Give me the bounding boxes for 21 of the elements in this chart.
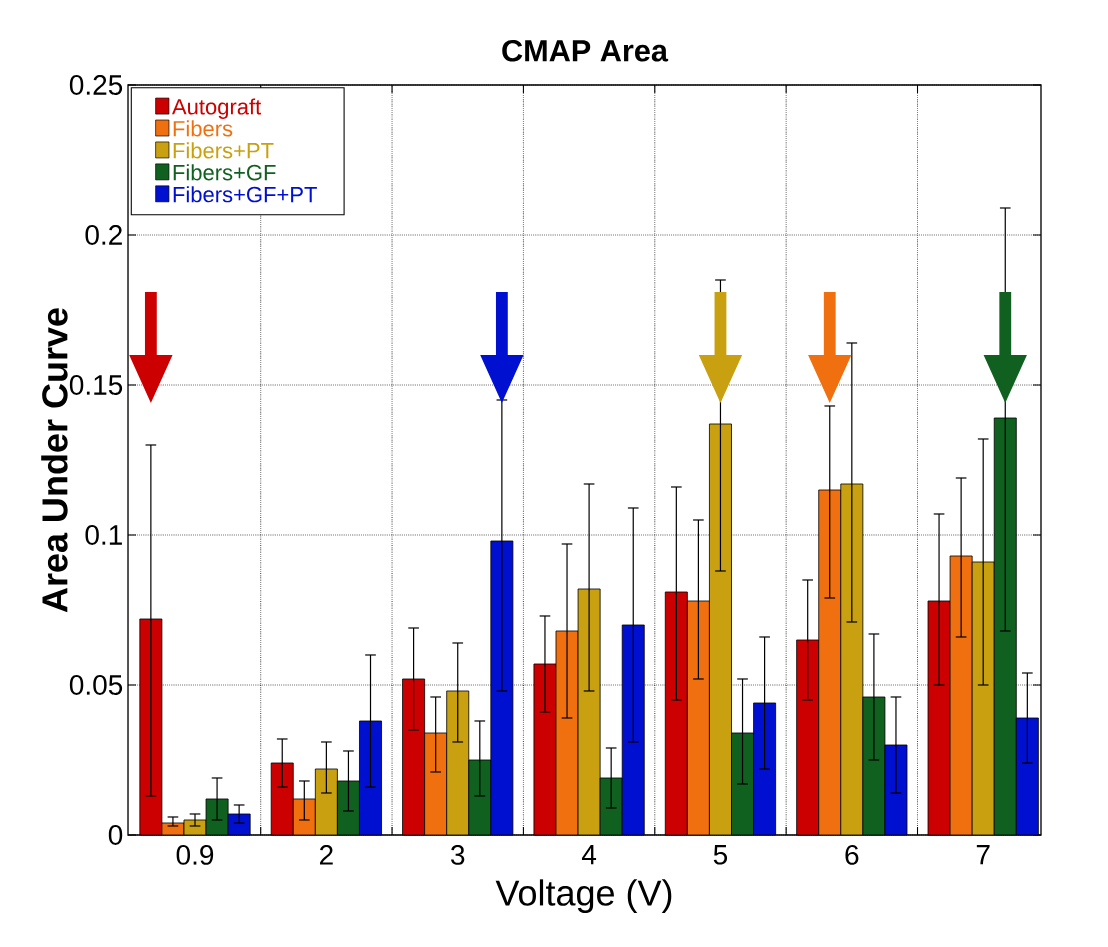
y-tick-label: 0.15: [69, 375, 123, 395]
x-axis-title: Voltage (V): [495, 879, 672, 913]
legend-label: Fibers+PT: [173, 142, 274, 159]
chart-title: CMAP Area: [502, 39, 669, 62]
y-tick-label: 0.05: [69, 675, 123, 695]
y-tick-label: 0.2: [85, 225, 122, 245]
y-axis-title: Area Under Curve: [41, 308, 68, 613]
legend-label: Fibers: [173, 120, 233, 137]
x-tick-label: 5: [713, 845, 728, 865]
x-tick-label: 0.9: [176, 845, 214, 865]
y-tick-label: 0: [108, 825, 123, 845]
legend-label: Autograft: [172, 98, 262, 119]
x-tick-label: 2: [319, 845, 333, 865]
y-tick-label: 0.25: [69, 75, 123, 95]
x-tick-label: 4: [581, 845, 597, 865]
x-tick-label: 7: [976, 845, 990, 865]
x-tick-label: 3: [451, 845, 465, 865]
x-tick-label: 6: [845, 845, 859, 865]
legend-label: Fibers+GF+PT: [173, 186, 317, 203]
y-tick-label: 0.1: [85, 525, 122, 545]
legend-label: Fibers+GF: [173, 164, 276, 181]
